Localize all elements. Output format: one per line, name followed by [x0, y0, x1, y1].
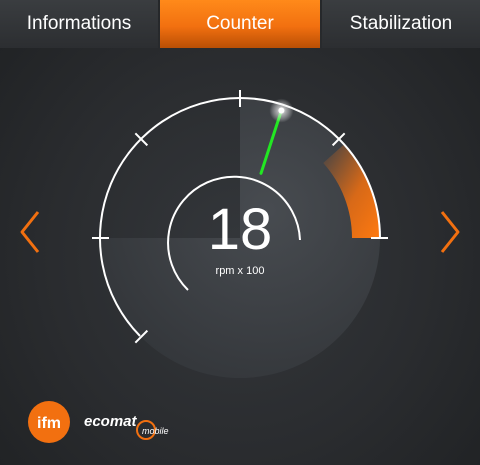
tab-stabilization[interactable]: Stabilization — [322, 0, 480, 48]
gauge-tick — [134, 329, 149, 344]
gauge-tick — [134, 132, 149, 147]
chevron-left-icon[interactable] — [16, 208, 46, 256]
tab-informations[interactable]: Informations — [0, 0, 158, 48]
ifm-logo: ifm — [28, 401, 70, 443]
tab-bar: Informations Counter Stabilization — [0, 0, 480, 48]
gauge-ticks — [92, 90, 388, 344]
svg-text:ecomat: ecomat — [84, 413, 138, 430]
gauge-value: 18 — [207, 197, 273, 262]
warning-zone — [323, 144, 380, 238]
svg-text:mobile: mobile — [142, 426, 169, 436]
chevron-right-icon[interactable] — [434, 208, 464, 256]
gauge-unit: rpm x 100 — [215, 265, 265, 277]
ecomat-mobile-logo: ecomat mobile — [84, 413, 169, 440]
gauge-tick — [331, 132, 346, 147]
needle-tip — [278, 107, 285, 114]
tab-counter[interactable]: Counter — [160, 0, 320, 48]
svg-text:ifm: ifm — [37, 415, 61, 432]
outer-ring — [98, 97, 241, 337]
inner-ring — [167, 175, 301, 291]
gauge-face — [100, 98, 380, 378]
